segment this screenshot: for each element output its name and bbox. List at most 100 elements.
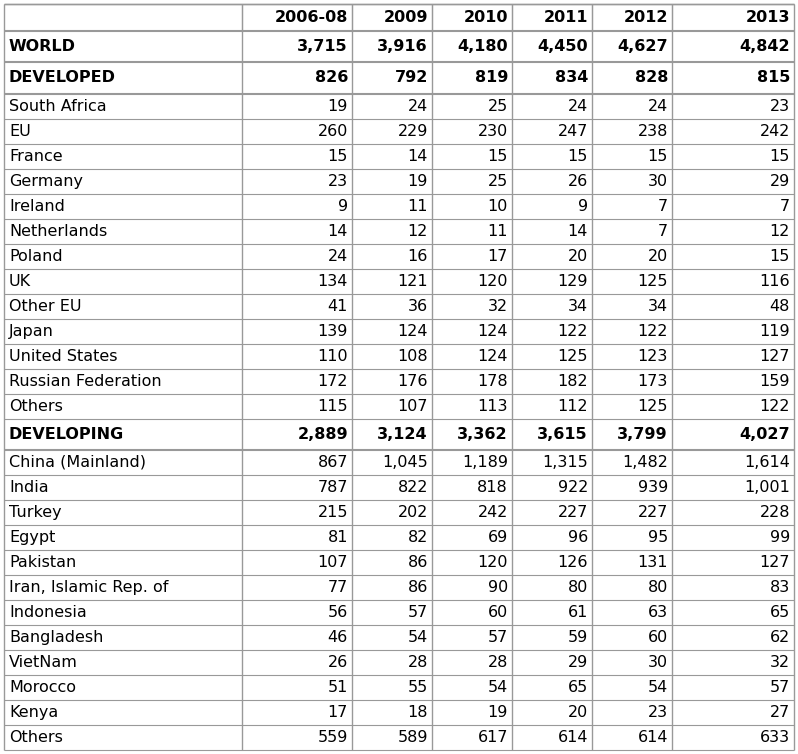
Text: 19: 19 xyxy=(488,705,508,720)
Text: 15: 15 xyxy=(648,149,668,164)
Text: Egypt: Egypt xyxy=(9,530,55,545)
Bar xyxy=(4,475,794,500)
Text: 29: 29 xyxy=(567,655,588,670)
Bar xyxy=(4,169,794,194)
Text: Indonesia: Indonesia xyxy=(9,605,87,620)
Text: 86: 86 xyxy=(408,580,428,595)
Text: 12: 12 xyxy=(769,224,790,238)
Text: 125: 125 xyxy=(638,399,668,414)
Text: 617: 617 xyxy=(477,730,508,745)
Text: 122: 122 xyxy=(558,323,588,339)
Text: 34: 34 xyxy=(568,299,588,314)
Text: 172: 172 xyxy=(318,374,348,388)
Text: DEVELOPING: DEVELOPING xyxy=(9,427,124,442)
Bar xyxy=(4,244,794,268)
Text: 36: 36 xyxy=(408,299,428,314)
Text: 15: 15 xyxy=(567,149,588,164)
Text: 81: 81 xyxy=(327,530,348,545)
Text: 7: 7 xyxy=(658,224,668,238)
Text: 16: 16 xyxy=(408,249,428,264)
Text: 159: 159 xyxy=(760,374,790,388)
Text: Pakistan: Pakistan xyxy=(9,555,77,570)
Text: Kenya: Kenya xyxy=(9,705,58,720)
Text: 129: 129 xyxy=(558,274,588,289)
Bar xyxy=(4,625,794,650)
Bar xyxy=(4,600,794,625)
Bar xyxy=(4,93,794,118)
Text: Morocco: Morocco xyxy=(9,680,76,695)
Text: 124: 124 xyxy=(397,323,428,339)
Text: 122: 122 xyxy=(760,399,790,414)
Bar xyxy=(4,700,794,725)
Text: 1,189: 1,189 xyxy=(462,455,508,470)
Text: 123: 123 xyxy=(638,348,668,363)
Text: Turkey: Turkey xyxy=(9,505,61,520)
Text: 99: 99 xyxy=(770,530,790,545)
Text: 32: 32 xyxy=(770,655,790,670)
Text: 83: 83 xyxy=(770,580,790,595)
Text: 57: 57 xyxy=(488,630,508,645)
Text: 15: 15 xyxy=(769,149,790,164)
Text: 2009: 2009 xyxy=(384,10,428,25)
Text: 41: 41 xyxy=(328,299,348,314)
Text: 7: 7 xyxy=(658,198,668,213)
Text: Ireland: Ireland xyxy=(9,198,65,213)
Bar xyxy=(4,525,794,550)
Text: 614: 614 xyxy=(558,730,588,745)
Text: 922: 922 xyxy=(558,480,588,495)
Text: France: France xyxy=(9,149,62,164)
Text: 14: 14 xyxy=(408,149,428,164)
Bar xyxy=(4,369,794,394)
Text: 182: 182 xyxy=(557,374,588,388)
Text: 229: 229 xyxy=(397,124,428,139)
Text: UK: UK xyxy=(9,274,31,289)
Text: 86: 86 xyxy=(408,555,428,570)
Text: 59: 59 xyxy=(567,630,588,645)
Text: 95: 95 xyxy=(648,530,668,545)
Text: 90: 90 xyxy=(488,580,508,595)
Text: 826: 826 xyxy=(314,70,348,85)
Text: 2010: 2010 xyxy=(464,10,508,25)
Text: 115: 115 xyxy=(318,399,348,414)
Text: 60: 60 xyxy=(488,605,508,620)
Bar xyxy=(4,450,794,475)
Text: India: India xyxy=(9,480,49,495)
Text: VietNam: VietNam xyxy=(9,655,78,670)
Text: 23: 23 xyxy=(648,705,668,720)
Text: Netherlands: Netherlands xyxy=(9,224,107,238)
Bar xyxy=(4,344,794,369)
Text: South Africa: South Africa xyxy=(9,99,107,114)
Text: 17: 17 xyxy=(488,249,508,264)
Text: 228: 228 xyxy=(760,505,790,520)
Text: 63: 63 xyxy=(648,605,668,620)
Text: 819: 819 xyxy=(475,70,508,85)
Text: 60: 60 xyxy=(648,630,668,645)
Text: 25: 25 xyxy=(488,99,508,114)
Text: 65: 65 xyxy=(567,680,588,695)
Bar xyxy=(4,550,794,575)
Text: 3,362: 3,362 xyxy=(457,427,508,442)
Text: 28: 28 xyxy=(488,655,508,670)
Text: 120: 120 xyxy=(477,274,508,289)
Text: 792: 792 xyxy=(395,70,428,85)
Text: 20: 20 xyxy=(648,249,668,264)
Text: 24: 24 xyxy=(567,99,588,114)
Text: 30: 30 xyxy=(648,655,668,670)
Text: 247: 247 xyxy=(558,124,588,139)
Text: 589: 589 xyxy=(397,730,428,745)
Text: 122: 122 xyxy=(638,323,668,339)
Bar xyxy=(4,118,794,143)
Text: 10: 10 xyxy=(488,198,508,213)
Text: Germany: Germany xyxy=(9,173,83,188)
Text: 56: 56 xyxy=(328,605,348,620)
Text: 4,180: 4,180 xyxy=(457,39,508,54)
Text: 29: 29 xyxy=(770,173,790,188)
Text: 25: 25 xyxy=(488,173,508,188)
Bar xyxy=(4,194,794,219)
Text: 57: 57 xyxy=(408,605,428,620)
Text: 112: 112 xyxy=(557,399,588,414)
Text: Iran, Islamic Rep. of: Iran, Islamic Rep. of xyxy=(9,580,168,595)
Text: 15: 15 xyxy=(328,149,348,164)
Text: 215: 215 xyxy=(318,505,348,520)
Text: 238: 238 xyxy=(638,124,668,139)
